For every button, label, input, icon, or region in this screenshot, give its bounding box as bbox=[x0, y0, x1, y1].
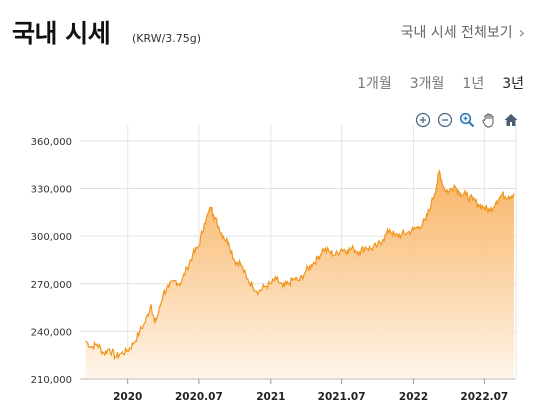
zoom-in-icon[interactable] bbox=[415, 112, 431, 128]
price-line bbox=[85, 168, 515, 361]
x-tick-label: 2020 bbox=[113, 391, 142, 403]
tab-3year[interactable]: 3년 bbox=[502, 76, 524, 92]
x-tick-label: 2022 bbox=[399, 391, 428, 403]
y-tick-label: 330,000 bbox=[31, 185, 72, 196]
tab-3month[interactable]: 3개월 bbox=[409, 76, 445, 92]
home-icon[interactable] bbox=[503, 112, 519, 128]
x-tick-label: 2020.07 bbox=[175, 391, 223, 403]
tab-1year[interactable]: 1년 bbox=[462, 76, 485, 92]
zoom-magnifier-icon[interactable] bbox=[459, 112, 475, 128]
page-title: 국내 시세 bbox=[12, 19, 111, 48]
y-tick-label: 210,000 bbox=[31, 375, 72, 386]
chevron-right-icon: › bbox=[518, 22, 525, 42]
y-tick-label: 360,000 bbox=[31, 137, 72, 148]
zoom-out-icon[interactable] bbox=[437, 112, 453, 128]
price-chart: 210,000 240,000 270,000 300,000 330,000 360,0… bbox=[31, 125, 517, 403]
y-tick-label: 270,000 bbox=[31, 280, 72, 291]
x-tick-label: 2021.07 bbox=[318, 391, 366, 403]
y-tick-label: 300,000 bbox=[31, 232, 72, 243]
view-all-label: 국내 시세 전체보기 bbox=[400, 25, 513, 41]
price-area bbox=[85, 171, 514, 379]
x-tick-label: 2022.07 bbox=[460, 391, 508, 403]
period-tabs: 1개월 3개월 1년 3년 bbox=[357, 73, 524, 93]
view-all-link[interactable]: 국내 시세 전체보기 › bbox=[401, 22, 525, 42]
pan-hand-icon[interactable] bbox=[481, 112, 497, 128]
chart-toolbar bbox=[415, 112, 519, 128]
y-tick-label: 240,000 bbox=[31, 327, 72, 338]
unit-label: (KRW/3.75g) bbox=[132, 32, 202, 45]
x-tick-label: 2021 bbox=[256, 391, 285, 403]
tab-1month[interactable]: 1개월 bbox=[357, 76, 392, 92]
